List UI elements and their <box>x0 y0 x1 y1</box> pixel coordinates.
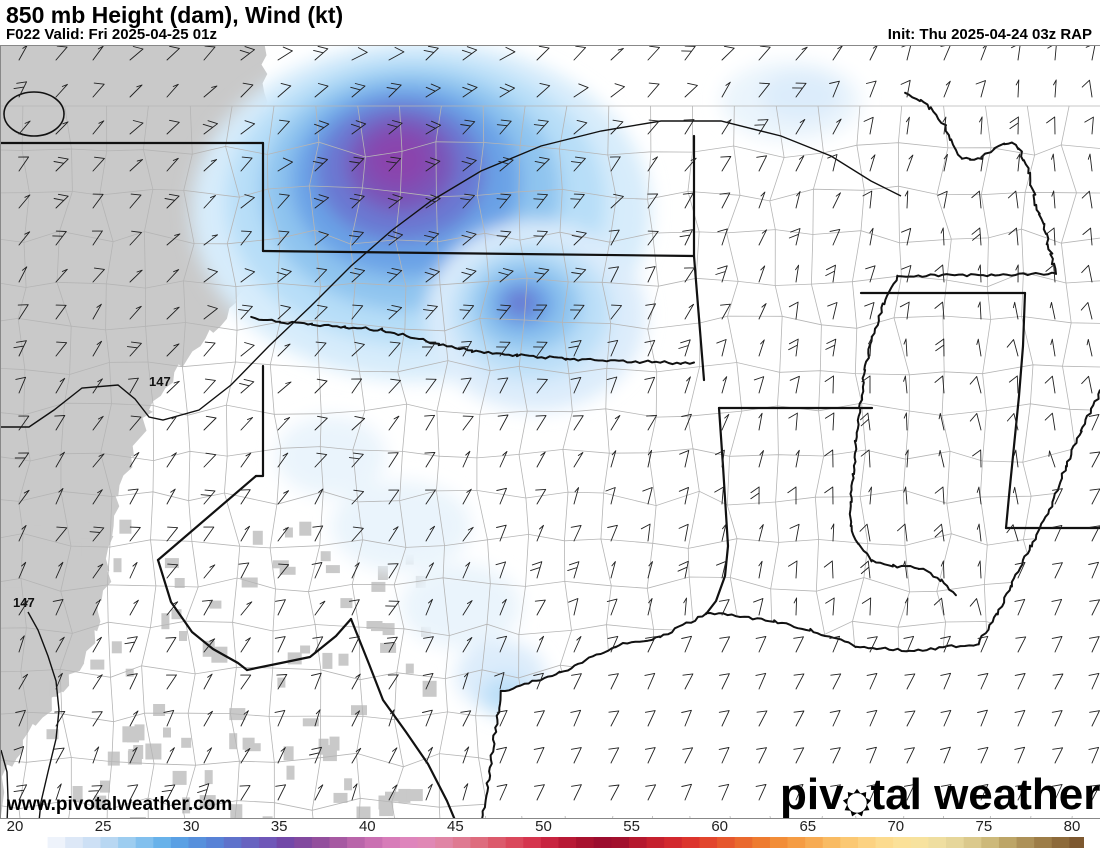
svg-text:piv: piv <box>780 770 844 818</box>
svg-text:147: 147 <box>149 374 171 389</box>
svg-text:tal weather: tal weather <box>871 770 1100 818</box>
